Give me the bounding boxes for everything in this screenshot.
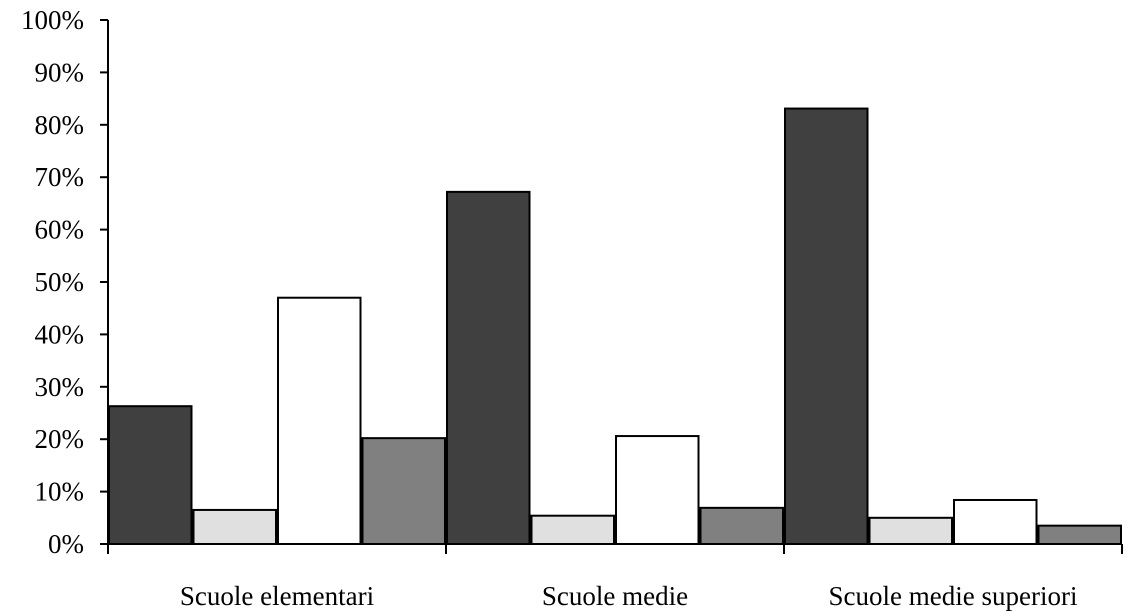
y-tick-label-9: 90% <box>35 57 85 87</box>
y-tick-label-2: 20% <box>35 424 85 454</box>
bar-cat0-series0 <box>108 405 193 545</box>
category-label-1: Scuole medie <box>542 581 688 611</box>
bar-cat2-series2 <box>953 498 1038 546</box>
bar-cat2-series1 <box>868 516 953 545</box>
bar-cat0-series3 <box>361 437 446 546</box>
bars <box>108 107 1122 546</box>
y-tick-label-0: 0% <box>48 529 84 559</box>
y-tick-label-1: 10% <box>35 477 85 507</box>
x-axis-ticks <box>107 544 1123 554</box>
y-tick-label-3: 30% <box>35 372 85 402</box>
y-tick-label-4: 40% <box>35 319 85 349</box>
bar-cat2-series3 <box>1037 524 1122 545</box>
bar-cat0-series2 <box>277 296 362 545</box>
bar-cat1-series3 <box>699 506 784 545</box>
y-axis-ticks <box>100 19 108 545</box>
y-tick-label-5: 50% <box>35 267 85 297</box>
x-axis-category-labels: Scuole elementari Scuole medie Scuole medi… <box>180 581 1078 611</box>
y-axis-tick-labels: 0% 10% 20% 30% 40% 50% 60% 70% 80% 90% 100% <box>21 5 84 559</box>
bar-cat1-series2 <box>615 435 700 545</box>
bar-cat1-series0 <box>446 190 531 545</box>
y-tick-label-8: 80% <box>35 110 85 140</box>
category-label-2: Scuole medie superiori <box>829 581 1078 611</box>
bar-cat0-series1 <box>192 508 277 546</box>
bar-cat1-series1 <box>530 514 615 545</box>
category-label-0: Scuole elementari <box>180 581 374 611</box>
bar-cat2-series0 <box>784 107 869 545</box>
y-tick-label-7: 70% <box>35 162 85 192</box>
y-tick-label-6: 60% <box>35 215 85 245</box>
y-tick-label-10: 100% <box>21 5 84 35</box>
